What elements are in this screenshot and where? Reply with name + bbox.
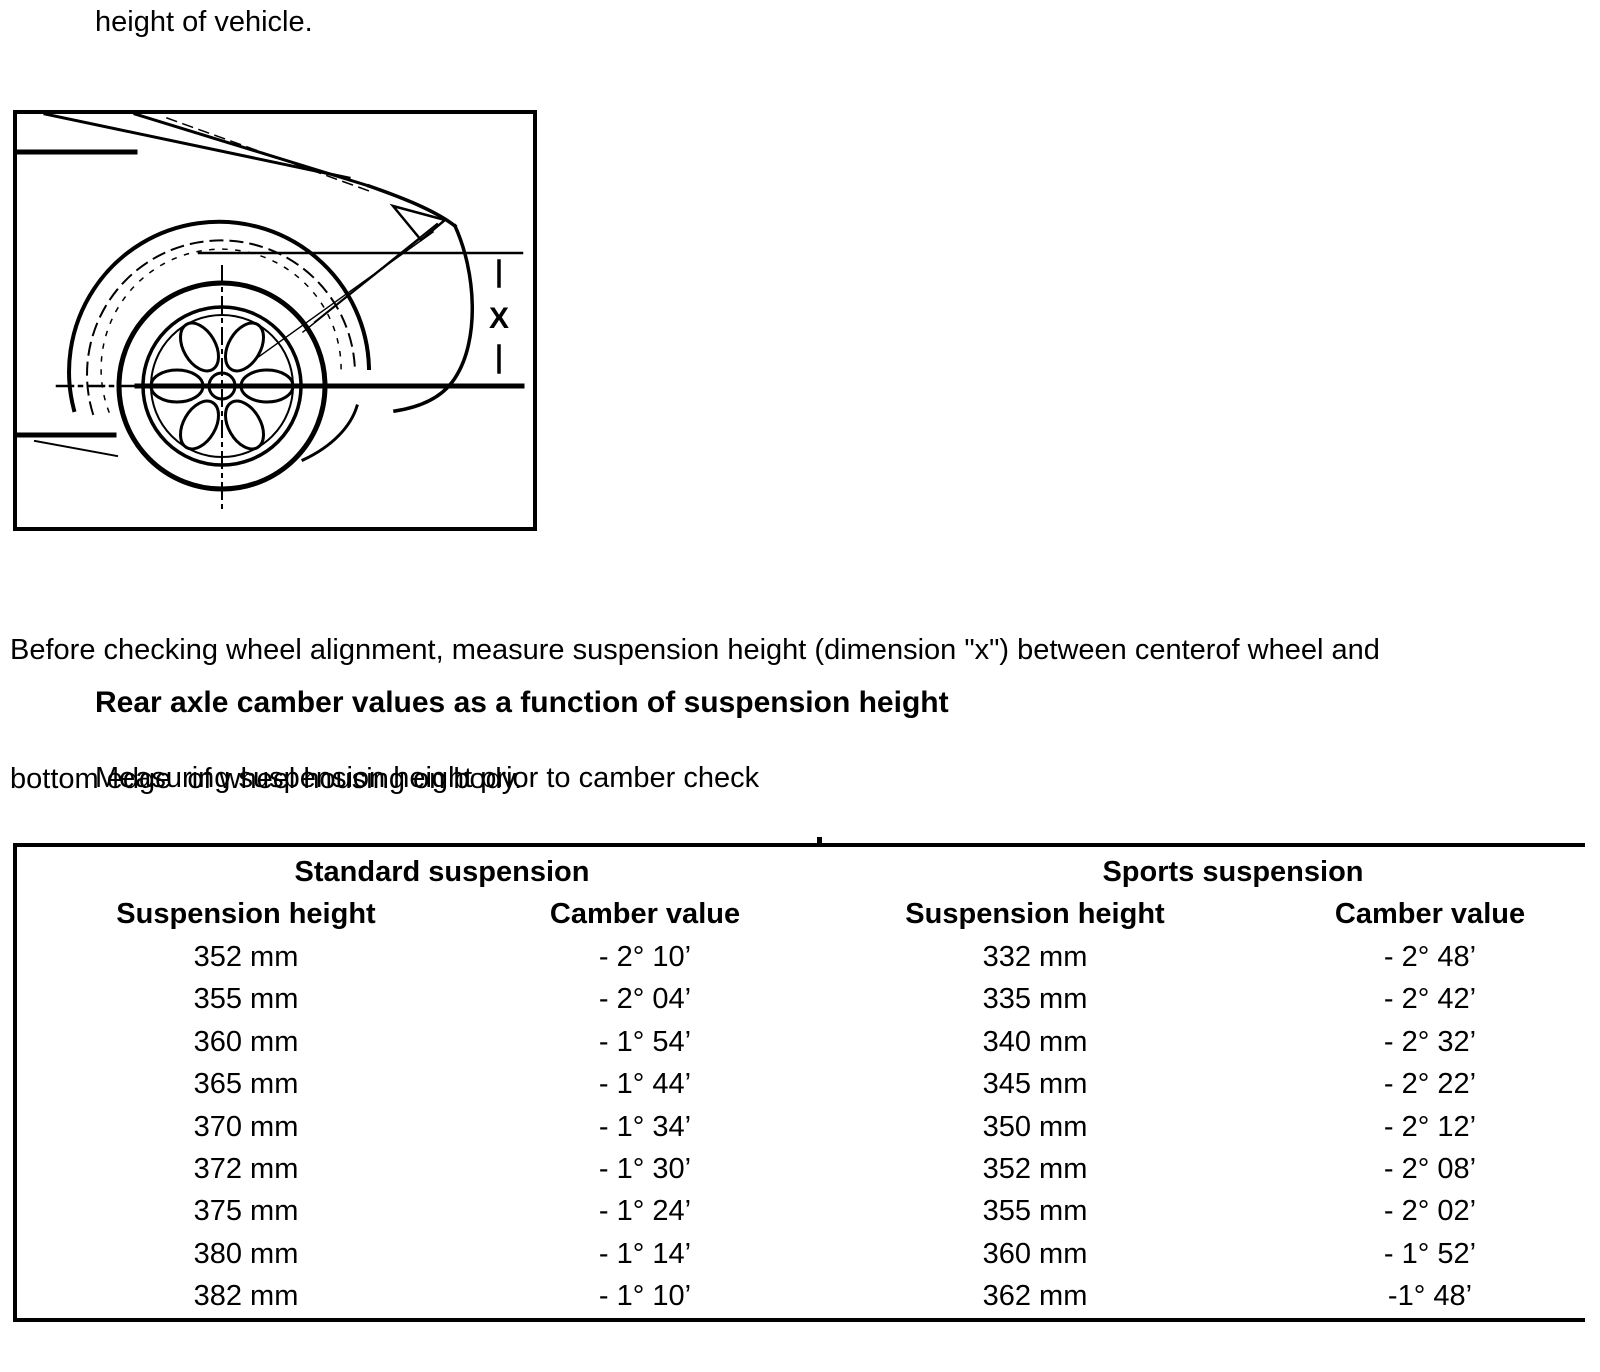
standard-camber-value: - 2° 04’ xyxy=(598,983,692,1016)
camber-values-table: Standard suspension Sports suspension Su… xyxy=(13,837,1585,1322)
table-top-tick xyxy=(817,837,822,844)
standard-suspension-height-value: 355 mm xyxy=(193,983,299,1016)
sports-suspension-height-value: 355 mm xyxy=(982,1195,1088,1228)
camber-values-table-grid: Standard suspension Sports suspension Su… xyxy=(17,847,1585,1318)
sports-camber-value: - 2° 42’ xyxy=(1383,983,1477,1016)
standard-camber-value: - 1° 10’ xyxy=(598,1280,692,1313)
standard-suspension-height-value: 380 mm xyxy=(193,1237,299,1270)
standard-suspension-height-value: 365 mm xyxy=(193,1068,299,1101)
figure-caption-line1: Before checking wheel alignment, measure… xyxy=(10,634,1380,666)
sports-camber-value: - 2° 02’ xyxy=(1383,1195,1477,1228)
sports-suspension-height-value: 352 mm xyxy=(982,1152,1088,1185)
spoke-opening xyxy=(149,368,205,404)
section-heading: Rear axle camber values as a function of… xyxy=(95,686,949,719)
sports-camber-value: -1° 48’ xyxy=(1387,1280,1473,1313)
sports-suspension-height-value: 360 mm xyxy=(982,1237,1088,1270)
spoke-opening xyxy=(224,399,265,451)
wheel-housing-line-drawing: X xyxy=(17,114,525,513)
standard-suspension-height-value: 352 mm xyxy=(193,941,299,973)
column-header-sports-suspension-height: Suspension height xyxy=(905,898,1165,930)
standard-suspension-height-value: 370 mm xyxy=(193,1110,299,1143)
group-header-standard-suspension: Standard suspension xyxy=(294,856,590,888)
standard-camber-value: - 1° 34’ xyxy=(598,1110,692,1143)
sports-suspension-height-value: 335 mm xyxy=(982,983,1088,1016)
wheel-housing-arch xyxy=(67,219,372,413)
door-mirror-outline xyxy=(389,203,448,242)
standard-camber-value: - 1° 30’ xyxy=(598,1152,692,1185)
standard-camber-value: - 1° 24’ xyxy=(598,1195,692,1228)
standard-camber-value: - 1° 14’ xyxy=(598,1237,692,1270)
figure-caption-line2: bottom edge of wheel housing on body. xyxy=(10,763,523,795)
column-header-sports-camber-value: Camber value xyxy=(1334,898,1526,930)
sports-camber-value: - 2° 32’ xyxy=(1383,1025,1477,1058)
sports-camber-value: - 1° 52’ xyxy=(1383,1237,1477,1270)
standard-suspension-height-value: 375 mm xyxy=(193,1195,299,1228)
bumper-curve xyxy=(393,223,475,413)
sports-camber-value: - 2° 12’ xyxy=(1383,1110,1477,1143)
group-header-sports-suspension: Sports suspension xyxy=(1102,856,1364,888)
standard-suspension-height-value: 372 mm xyxy=(193,1152,299,1185)
spoke-opening xyxy=(239,368,295,404)
sports-camber-value: - 2° 22’ xyxy=(1383,1068,1477,1101)
standard-camber-value: - 2° 10’ xyxy=(598,941,692,973)
sports-suspension-height-value: 362 mm xyxy=(982,1280,1088,1313)
standard-camber-value: - 1° 54’ xyxy=(598,1025,692,1058)
page-top-text: height of vehicle. xyxy=(95,6,313,38)
spoke-opening xyxy=(179,321,220,373)
sports-camber-value: - 2° 48’ xyxy=(1383,941,1477,973)
standard-suspension-height-value: 360 mm xyxy=(193,1025,299,1058)
column-header-standard-suspension-height: Suspension height xyxy=(116,898,376,930)
sports-camber-value: - 2° 08’ xyxy=(1383,1152,1477,1185)
standard-camber-value: - 1° 44’ xyxy=(598,1068,692,1101)
wheel-housing-figure: X xyxy=(13,110,537,531)
standard-suspension-height-value: 382 mm xyxy=(193,1280,299,1313)
subheading: Measuring suspension height prior to cam… xyxy=(95,762,760,794)
column-header-standard-camber-value: Camber value xyxy=(549,898,741,930)
sports-suspension-height-value: 340 mm xyxy=(982,1025,1088,1058)
spoke-opening xyxy=(179,399,220,451)
sports-suspension-height-value: 332 mm xyxy=(982,941,1088,973)
figure-caption: Before checking wheel alignment, measure… xyxy=(10,543,1595,844)
sports-suspension-height-value: 350 mm xyxy=(982,1110,1088,1143)
sports-suspension-height-value: 345 mm xyxy=(982,1068,1088,1101)
spoke-opening xyxy=(224,321,265,373)
dimension-x-label: X xyxy=(489,302,509,335)
